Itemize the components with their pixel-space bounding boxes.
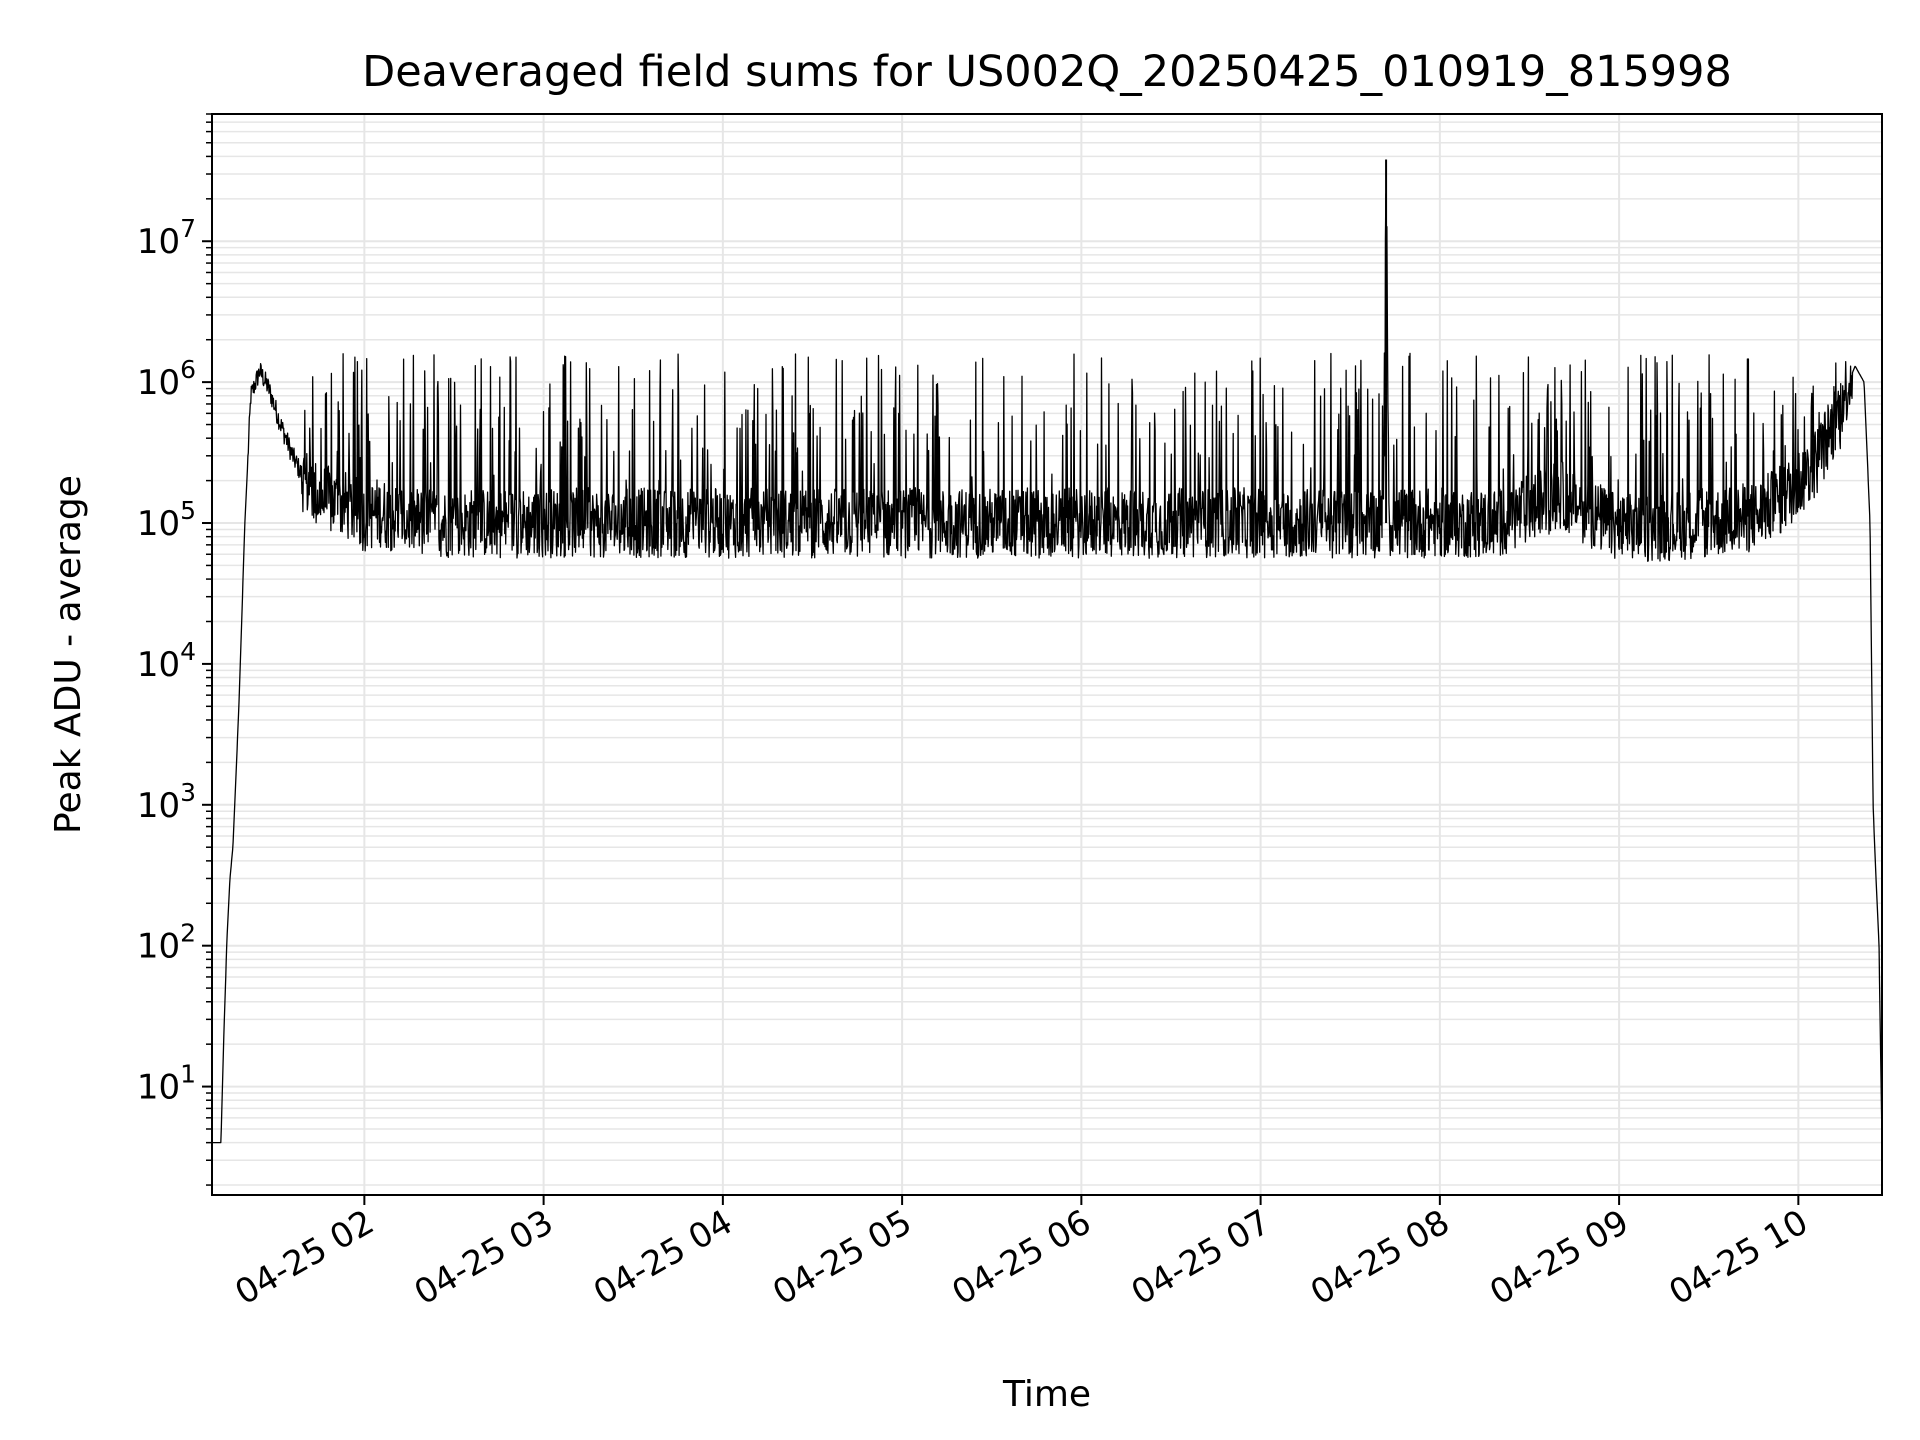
y-axis-ticks: 101 102 103 104 105 106 107 <box>137 113 212 1186</box>
series-line <box>211 193 1883 1144</box>
y-tick-label: 107 <box>137 214 196 262</box>
plot-frame <box>211 113 1883 1196</box>
minor-gridlines <box>212 113 1882 1186</box>
chart-title: Deaveraged field sums for US002Q_2025042… <box>362 47 1732 97</box>
x-axis-label: Time <box>1002 1374 1091 1415</box>
y-tick-label: 105 <box>137 496 196 544</box>
y-tick-label: 106 <box>137 355 196 403</box>
y-tick-label: 102 <box>137 919 196 967</box>
data-line-group <box>211 159 1883 1144</box>
y-axis-label: Peak ADU - average <box>48 475 89 834</box>
y-tick-label: 101 <box>137 1060 196 1108</box>
y-tick-label: 103 <box>137 778 196 826</box>
y-tick-label: 104 <box>137 637 196 685</box>
